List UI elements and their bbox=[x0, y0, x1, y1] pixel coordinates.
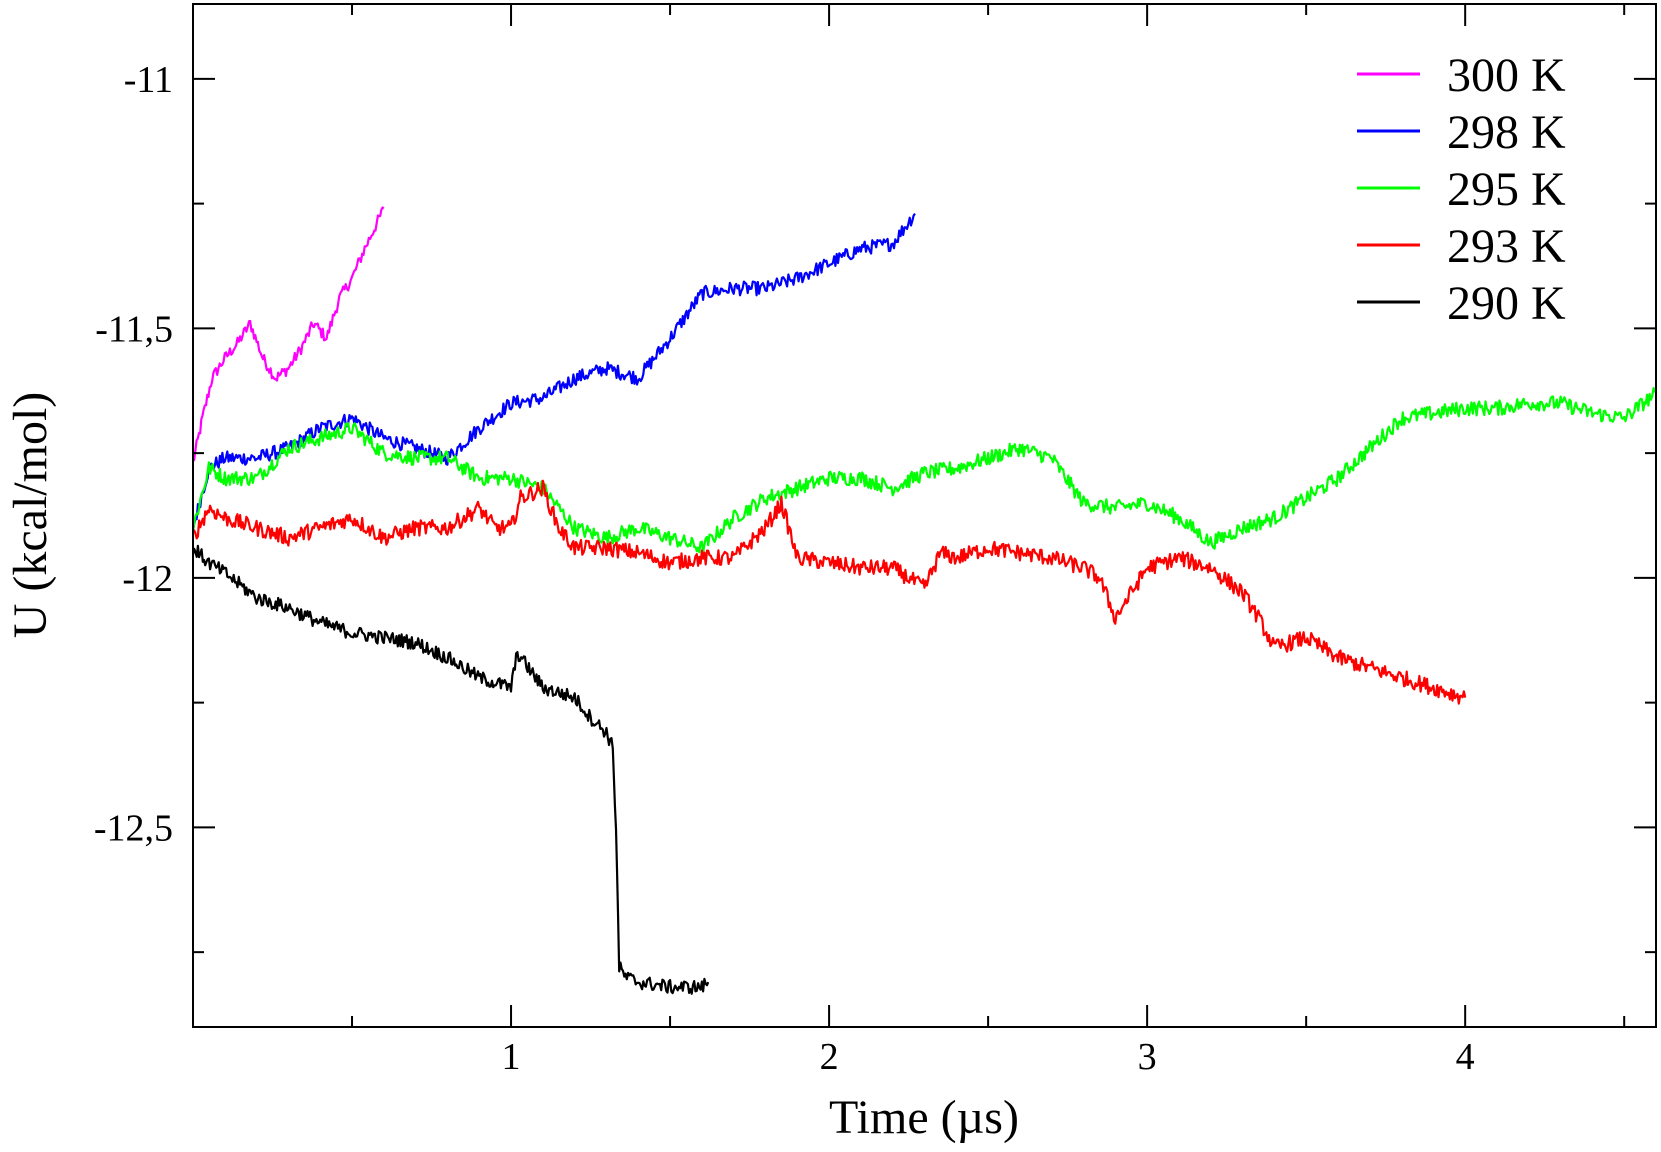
series-group bbox=[193, 206, 1656, 995]
series-line-298-k bbox=[193, 212, 916, 531]
series-line-290-k bbox=[193, 544, 710, 995]
legend-label-298-k: 298 K bbox=[1447, 106, 1566, 159]
x-tick-label: 4 bbox=[1456, 1036, 1475, 1078]
ticks-group bbox=[193, 4, 1656, 1027]
tick-labels-group: 1 2 3 4 -11 -11,5 -12 -12,5 bbox=[94, 59, 1475, 1078]
x-tick-label: 3 bbox=[1138, 1036, 1157, 1078]
legend-label-290-k: 290 K bbox=[1447, 277, 1566, 330]
legend-label-293-k: 293 K bbox=[1447, 220, 1566, 273]
y-tick-label: -11 bbox=[124, 59, 173, 101]
plot-frame bbox=[192, 3, 1657, 1028]
series-line-293-k bbox=[193, 479, 1467, 705]
y-tick-label: -11,5 bbox=[95, 308, 173, 350]
series-line-295-k bbox=[193, 387, 1656, 555]
legend-label-300-k: 300 K bbox=[1447, 49, 1566, 102]
x-axis-title: Time (µs) bbox=[829, 1091, 1019, 1144]
series-line-300-k bbox=[193, 206, 385, 462]
y-tick-label: -12,5 bbox=[94, 807, 173, 849]
y-axis-title: U (kcal/mol) bbox=[4, 392, 57, 639]
y-tick-label: -12 bbox=[122, 558, 173, 600]
legend-label-295-k: 295 K bbox=[1447, 163, 1566, 216]
x-tick-label: 1 bbox=[502, 1036, 521, 1078]
x-tick-label: 2 bbox=[820, 1036, 839, 1078]
